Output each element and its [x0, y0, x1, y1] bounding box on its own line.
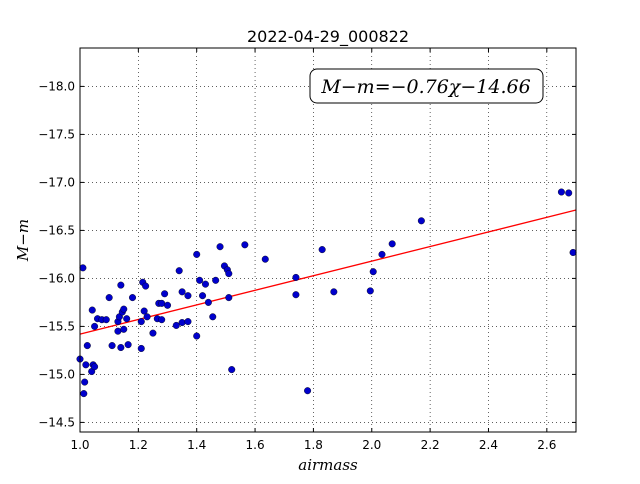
data-point: [193, 332, 201, 340]
data-point: [209, 313, 217, 321]
data-point: [241, 241, 249, 249]
data-point: [569, 248, 577, 256]
data-point: [417, 217, 425, 225]
data-point: [225, 270, 233, 278]
x-tick-label: 2.0: [362, 438, 381, 452]
data-point: [158, 316, 166, 324]
data-point: [228, 366, 236, 374]
x-tick-label: 1.0: [70, 438, 89, 452]
data-point: [81, 378, 89, 386]
y-tick-label: −18.0: [38, 79, 75, 93]
x-tick-label: 1.2: [129, 438, 148, 452]
data-point: [82, 361, 90, 369]
data-point: [292, 291, 300, 299]
y-tick-label: −15.0: [38, 367, 75, 381]
data-point: [91, 363, 99, 371]
data-point: [178, 288, 186, 296]
data-point: [318, 246, 326, 254]
y-axis-label: M−m: [14, 219, 32, 262]
data-point: [149, 329, 157, 337]
data-point: [184, 318, 192, 326]
data-point: [178, 319, 186, 327]
y-tick-label: −17.5: [38, 127, 75, 141]
data-point: [117, 281, 125, 289]
data-point: [137, 318, 145, 326]
data-point: [114, 327, 122, 335]
data-point: [212, 276, 220, 284]
data-point: [565, 189, 573, 197]
data-point: [369, 268, 377, 276]
annotation-text: M−m=−0.76χ−14.66: [320, 76, 530, 98]
data-point: [164, 301, 172, 309]
x-tick-label: 1.4: [187, 438, 206, 452]
y-tick-label: −15.5: [38, 319, 75, 333]
data-point: [216, 243, 224, 251]
grid: [79, 48, 576, 432]
y-tick-label: −16.0: [38, 271, 75, 285]
data-point: [193, 250, 201, 258]
y-tick-label: −14.5: [38, 415, 75, 429]
data-point: [117, 344, 125, 352]
fit-annotation: M−m=−0.76χ−14.66: [309, 68, 544, 104]
fit-line: [79, 209, 577, 335]
data-point: [108, 342, 116, 350]
chart-title: 2022-04-29_000822: [247, 27, 409, 47]
data-point: [105, 294, 113, 302]
x-tick-label: 1.6: [246, 438, 265, 452]
data-point: [204, 298, 212, 306]
data-point: [330, 288, 338, 296]
data-point: [137, 344, 145, 352]
data-points: [76, 188, 577, 398]
data-point: [557, 188, 565, 196]
data-point: [199, 292, 207, 300]
data-point: [83, 342, 91, 350]
fit-line-group: [79, 209, 577, 335]
data-point: [175, 267, 183, 275]
y-tick-label: −17.0: [38, 175, 75, 189]
x-tick-label: 2.2: [421, 438, 440, 452]
data-point: [225, 294, 233, 302]
x-tick-label: 2.6: [537, 438, 556, 452]
data-point: [123, 315, 131, 323]
x-tick-label: 2.4: [479, 438, 498, 452]
data-point: [102, 316, 110, 324]
y-tick-label: −16.5: [38, 223, 75, 237]
data-point: [143, 313, 151, 321]
data-point: [79, 264, 87, 272]
annotation-box: [309, 68, 544, 104]
data-point: [378, 250, 386, 258]
data-point: [201, 280, 209, 288]
axis-ticks: 1.0 1.2 1.4 1.6 1.8 2.0 2.2 2.4 2.6 −14.5 −15.0 −15…: [38, 48, 576, 452]
data-point: [196, 276, 204, 284]
data-point: [184, 292, 192, 300]
x-axis-label: airmass: [298, 456, 358, 474]
data-point: [161, 290, 169, 298]
data-point: [129, 294, 137, 302]
data-point: [172, 321, 180, 329]
data-point: [88, 306, 96, 314]
data-point: [261, 255, 269, 263]
data-point: [388, 240, 396, 248]
x-tick-label: 1.8: [304, 438, 323, 452]
data-point: [120, 325, 128, 333]
data-point: [158, 299, 166, 307]
data-point: [80, 390, 88, 398]
data-point: [140, 307, 148, 315]
plot-frame: [79, 47, 577, 433]
data-point: [366, 287, 374, 295]
data-point: [292, 273, 300, 281]
data-point: [142, 282, 150, 290]
data-point: [91, 322, 99, 330]
data-point: [124, 341, 132, 349]
data-point: [120, 305, 128, 313]
data-point: [304, 387, 312, 395]
